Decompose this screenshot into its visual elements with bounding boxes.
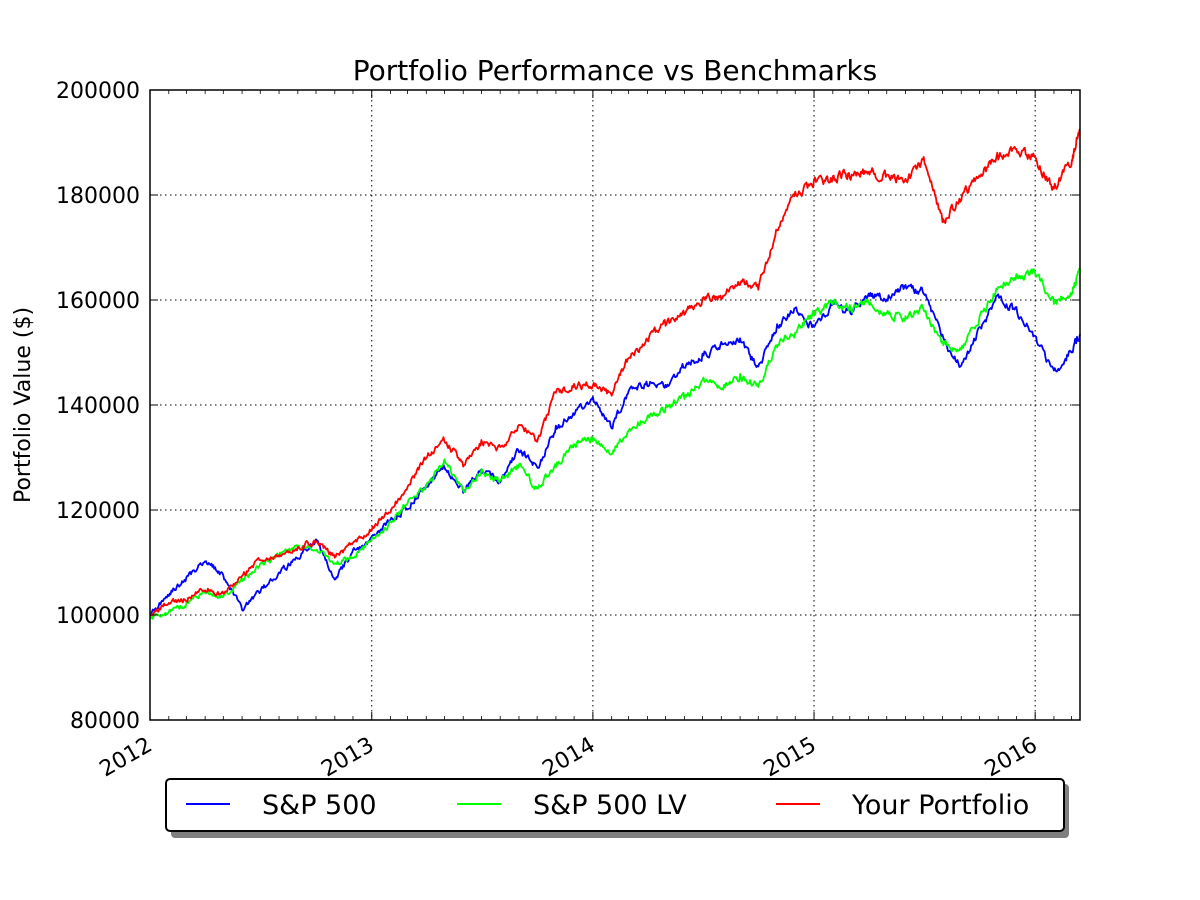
chart-title: Portfolio Performance vs Benchmarks bbox=[353, 54, 878, 87]
grid bbox=[150, 90, 1080, 720]
legend-label: Your Portfolio bbox=[851, 790, 1029, 821]
legend-label: S&P 500 bbox=[262, 790, 377, 821]
series-line bbox=[149, 283, 1081, 617]
y-axis-label: Portfolio Value ($) bbox=[11, 307, 36, 503]
legend-box bbox=[165, 778, 1065, 832]
y-tick-label: 140000 bbox=[56, 394, 140, 419]
y-tick-label: 200000 bbox=[56, 79, 140, 104]
y-tick-label: 120000 bbox=[56, 499, 140, 524]
y-tick-label: 180000 bbox=[56, 184, 140, 209]
legend-label: S&P 500 LV bbox=[533, 790, 687, 821]
y-tick-label: 100000 bbox=[56, 604, 140, 629]
legend: S&P 500 S&P 500 LV Your Portfolio bbox=[165, 778, 1069, 838]
legend-items: S&P 500 S&P 500 LV Your Portfolio bbox=[186, 790, 1029, 821]
y-tick-label: 80000 bbox=[70, 709, 140, 734]
series-lines bbox=[149, 128, 1081, 620]
y-tick-label: 160000 bbox=[56, 289, 140, 314]
series-line bbox=[149, 128, 1081, 617]
series-line bbox=[149, 267, 1081, 620]
